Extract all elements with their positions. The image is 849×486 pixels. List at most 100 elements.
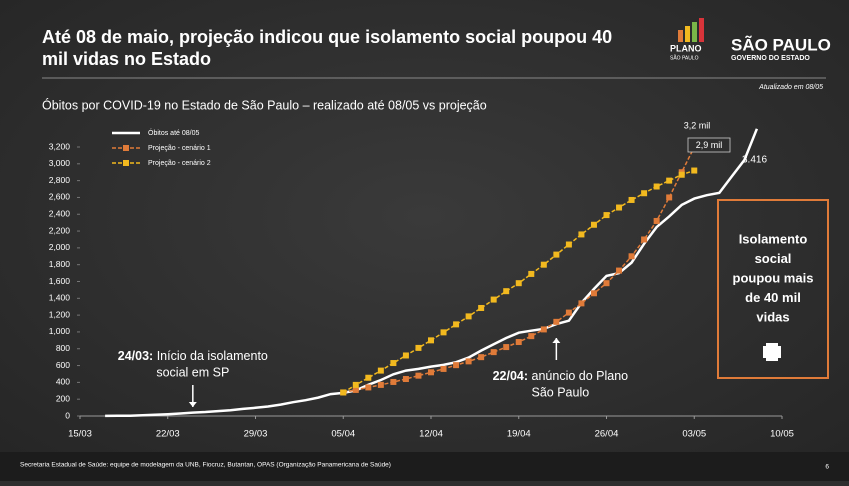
point-marker — [453, 362, 460, 369]
updated: Atualizado em 08/05 — [758, 84, 823, 91]
side-box-text: social — [755, 251, 792, 266]
point-marker — [565, 241, 572, 248]
point-marker — [540, 326, 547, 333]
point-label: 3.416 — [742, 155, 767, 166]
logo-plano: PLANO SÃO PAULO — [670, 18, 704, 61]
point-marker — [453, 321, 460, 328]
point-marker — [540, 261, 547, 268]
x-tick-label: 05/04 — [331, 429, 355, 440]
logo-text: SÃO PAULO — [731, 34, 831, 54]
point-marker — [641, 190, 648, 197]
point-marker — [553, 318, 560, 325]
point-marker — [603, 280, 610, 287]
point-marker — [678, 171, 685, 178]
point-marker — [666, 194, 673, 201]
point-marker — [666, 177, 673, 184]
side-box-text: vidas — [756, 309, 789, 324]
point-marker — [377, 367, 384, 374]
point-marker — [528, 333, 535, 340]
logo-text: SÃO PAULO — [670, 54, 699, 61]
point-marker — [415, 372, 422, 379]
logo-text: PLANO — [670, 43, 702, 53]
y-tick-label: 1,400 — [49, 293, 71, 303]
chart-title: Óbitos por COVID-19 no Estado de São Pau… — [42, 97, 487, 112]
point-marker — [440, 329, 447, 336]
y-tick-label: 400 — [56, 377, 70, 387]
page-number: 6 — [825, 464, 829, 471]
point-marker — [603, 212, 610, 219]
point-marker — [377, 381, 384, 388]
point-marker — [515, 280, 522, 287]
series-line — [105, 128, 759, 418]
y-tick-label: 3,000 — [49, 158, 71, 168]
point-marker — [340, 389, 347, 396]
y-tick-label: 1,000 — [49, 326, 71, 336]
point-marker — [691, 167, 698, 174]
point-marker — [616, 267, 623, 274]
x-tick-label: 26/04 — [595, 429, 619, 440]
point-marker — [478, 354, 485, 361]
y-tick-label: 3,200 — [49, 141, 71, 151]
y-tick-label: 800 — [56, 343, 70, 353]
x-tick-label: 29/03 — [244, 429, 268, 440]
point-marker — [352, 381, 359, 388]
point-marker — [528, 270, 535, 277]
annotation: 22/04: anúncio do Plano — [493, 369, 629, 383]
annotation-bold: 22/04: — [493, 369, 528, 383]
point-marker — [578, 231, 585, 238]
point-label: 3,2 mil — [684, 120, 711, 130]
point-marker — [590, 290, 597, 297]
point-marker — [490, 349, 497, 356]
legend-swatch — [123, 160, 129, 166]
arrow-head — [188, 402, 197, 407]
annotation: São Paulo — [532, 385, 590, 399]
point-marker — [490, 296, 497, 303]
x-tick-label: 15/03 — [68, 429, 92, 440]
point-marker — [465, 313, 472, 320]
legend-swatch — [123, 145, 129, 151]
x-tick-label: 22/03 — [156, 429, 180, 440]
y-tick-label: 2,400 — [49, 209, 71, 219]
point-label: 2,9 mil — [696, 140, 723, 150]
label-box — [687, 137, 731, 153]
annotation-text: Início da isolamento — [157, 349, 268, 363]
point-marker — [653, 217, 660, 224]
point-marker — [628, 253, 635, 260]
point-marker — [428, 337, 434, 344]
footer-bar — [0, 452, 849, 481]
point-marker — [628, 196, 635, 203]
y-tick-label: 1,200 — [49, 309, 71, 319]
y-tick-label: 2,600 — [49, 192, 71, 202]
point-marker — [641, 236, 648, 243]
y-tick-label: 1,800 — [49, 259, 71, 269]
point-marker — [503, 344, 510, 351]
point-marker — [428, 369, 434, 376]
annotation-text: anúncio do Plano — [532, 369, 629, 383]
point-marker — [440, 365, 447, 372]
point-marker — [365, 374, 372, 381]
point-marker — [402, 376, 409, 383]
legend-label: Projeção - cenário 2 — [148, 160, 211, 167]
title-line: mil vidas no Estado — [42, 49, 211, 69]
point-marker — [590, 221, 597, 228]
side-box — [717, 199, 829, 379]
annotation: social em SP — [156, 365, 229, 379]
x-tick-label: 03/05 — [682, 429, 706, 440]
y-tick-label: 2,200 — [49, 225, 71, 235]
plus-icon — [763, 346, 781, 358]
point-marker — [402, 352, 409, 359]
y-tick-label: 2,800 — [49, 175, 71, 185]
point-marker — [390, 360, 397, 367]
point-marker — [653, 183, 660, 190]
point-marker — [478, 304, 485, 311]
point-marker — [553, 251, 560, 258]
annotation-bold: 24/03: — [118, 349, 153, 363]
point-marker — [515, 339, 522, 346]
point-marker — [465, 358, 472, 365]
y-tick-label: 200 — [56, 393, 70, 403]
point-marker — [415, 344, 422, 351]
x-tick-label: 19/04 — [507, 429, 531, 440]
x-tick-label: 12/04 — [419, 429, 443, 440]
footer-source: Secretaria Estadual de Saúde: equipe de … — [20, 462, 391, 469]
